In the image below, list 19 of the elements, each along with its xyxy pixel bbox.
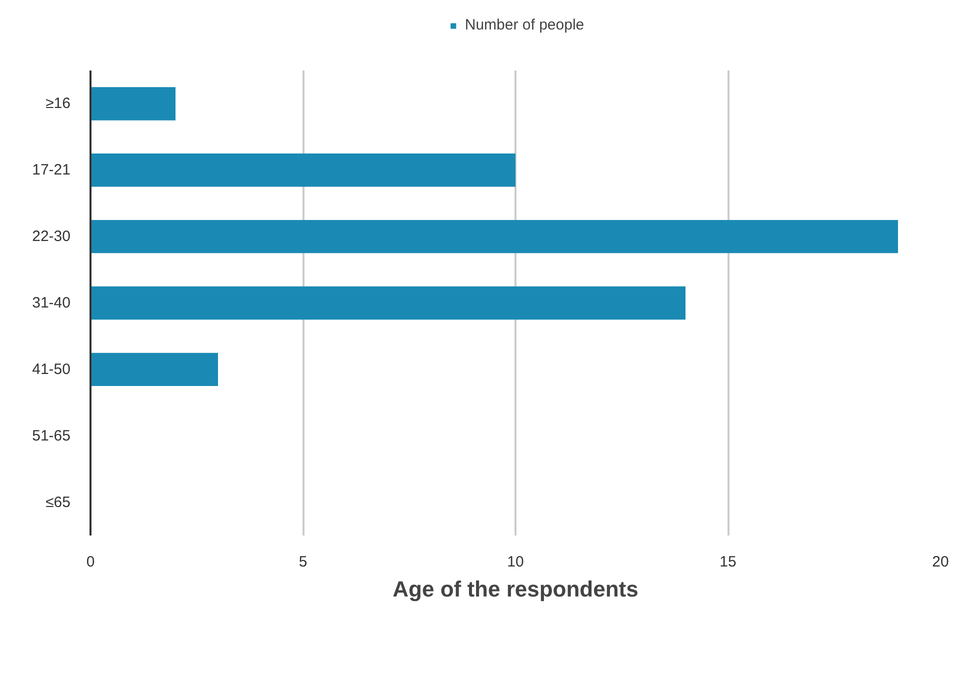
x-tick-label: 15: [720, 554, 736, 570]
y-tick-label: 41-50: [32, 360, 71, 378]
bar: [90, 352, 218, 386]
y-tick-label: 31-40: [32, 294, 71, 312]
y-tick-label: 22-30: [32, 228, 71, 246]
y-tick-label: ≥16: [46, 95, 71, 112]
bar: [90, 220, 898, 254]
text: Age of the respondents: [392, 576, 638, 602]
y-tick-label: ≤65: [46, 494, 71, 511]
y-tick-label: 51-65: [32, 427, 71, 444]
bar: [90, 87, 176, 120]
y-tick-label: 17-21: [32, 162, 71, 179]
x-tick-label: 5: [298, 554, 308, 570]
bar: [90, 286, 686, 320]
x-tick-label: 0: [86, 554, 95, 570]
legend-label: Number of people: [464, 16, 584, 34]
x-tick-label: 10: [507, 554, 524, 570]
x-tick-label: 20: [932, 554, 949, 570]
bar: [90, 154, 516, 187]
